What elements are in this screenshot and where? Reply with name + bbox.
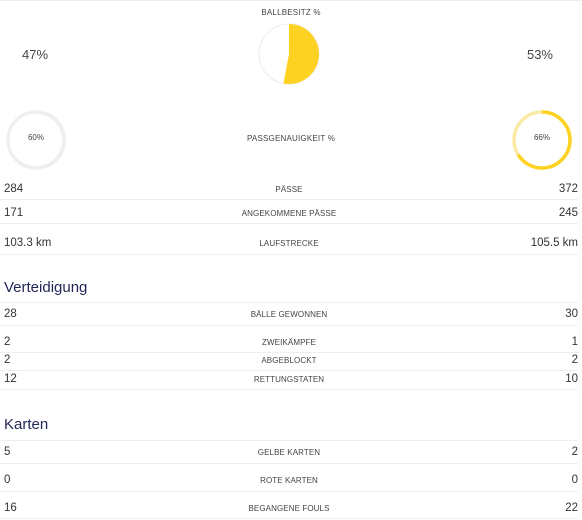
stat-away-value: 245: [558, 207, 578, 219]
stat-home-value: 28: [4, 308, 17, 320]
stat-label: ANGEKOMMENE PÄSSE: [241, 209, 337, 218]
stat-label: ABGEBLOCKT: [261, 356, 317, 365]
stat-row-distance: 103.3 km LAUFSTRECKE 105.5 km: [0, 237, 578, 251]
section-heading-cards: Karten: [4, 416, 49, 433]
stat-row-passes: 284 PÄSSE 372: [0, 183, 578, 197]
pass-accuracy-away-ring: [512, 110, 572, 170]
stat-home-value: 284: [4, 183, 24, 195]
row-divider: [0, 389, 578, 390]
row-divider: [0, 370, 578, 371]
possession-home: 47%: [22, 47, 49, 62]
stat-home-value: 12: [4, 373, 17, 385]
row-divider: [0, 352, 578, 353]
row-divider: [0, 440, 578, 441]
ring-value-arc: [6, 110, 66, 170]
possession-pie-chart: [258, 23, 320, 85]
stat-away-value: 10: [565, 373, 578, 385]
stat-label: PÄSSE: [275, 185, 303, 194]
section-heading-defense: Verteidigung: [4, 279, 88, 296]
stat-home-value: 16: [4, 502, 17, 514]
row-divider: [0, 254, 578, 255]
stat-home-value: 0: [4, 474, 11, 486]
stat-row-duels: 2 ZWEIKÄMPFE 1: [0, 336, 578, 350]
stat-row-completed-passes: 171 ANGEKOMMENE PÄSSE 245: [0, 207, 578, 221]
possession-pie-away-slice: [283, 24, 319, 84]
possession-away: 53%: [526, 47, 553, 62]
pass-accuracy-away: 66%: [533, 133, 550, 142]
stat-home-value: 2: [4, 354, 11, 366]
pass-accuracy-home-ring: [6, 110, 66, 170]
row-divider: [0, 518, 578, 519]
stat-away-value: 22: [565, 502, 578, 514]
ring-value-arc: [512, 110, 572, 170]
stat-row-clearances: 12 RETTUNGSTATEN 10: [0, 373, 578, 387]
stat-away-value: 30: [565, 308, 578, 320]
pass-accuracy-home: 60%: [27, 133, 44, 142]
stat-away-value: 1: [571, 336, 578, 348]
stat-away-value: 0: [571, 474, 578, 486]
possession-label: BALLBESITZ %: [261, 8, 321, 17]
stat-label: ZWEIKÄMPFE: [262, 338, 316, 347]
row-divider: [0, 463, 578, 464]
row-divider: [0, 491, 578, 492]
stat-home-value: 2: [4, 336, 11, 348]
stat-label: BÄLLE GEWONNEN: [250, 310, 328, 319]
stat-away-value: 2: [571, 446, 578, 458]
pass-accuracy-label: PASSGENAUIGKEIT %: [246, 134, 336, 143]
stat-label: BEGANGENE FOULS: [248, 504, 330, 513]
stat-label: LAUFSTRECKE: [259, 239, 319, 248]
row-divider: [0, 302, 578, 303]
stat-home-value: 171: [4, 207, 24, 219]
row-divider: [0, 325, 578, 326]
row-divider: [0, 223, 578, 224]
stat-away-value: 372: [558, 183, 578, 195]
stat-label: ROTE KARTEN: [260, 476, 318, 485]
stat-row-blocked: 2 ABGEBLOCKT 2: [0, 354, 578, 368]
stat-row-fouls: 16 BEGANGENE FOULS 22: [0, 502, 578, 516]
stat-home-value: 103.3 km: [4, 237, 52, 249]
stat-away-value: 2: [571, 354, 578, 366]
stat-away-value: 105.5 km: [530, 237, 578, 249]
stat-label: RETTUNGSTATEN: [253, 375, 325, 384]
stat-home-value: 5: [4, 446, 11, 458]
top-divider: [0, 0, 582, 1]
stat-row-red-cards: 0 ROTE KARTEN 0: [0, 474, 578, 488]
stat-row-yellow-cards: 5 GELBE KARTEN 2: [0, 446, 578, 460]
stat-label: GELBE KARTEN: [257, 448, 321, 457]
stat-row-balls-won: 28 BÄLLE GEWONNEN 30: [0, 308, 578, 322]
row-divider: [0, 199, 578, 200]
